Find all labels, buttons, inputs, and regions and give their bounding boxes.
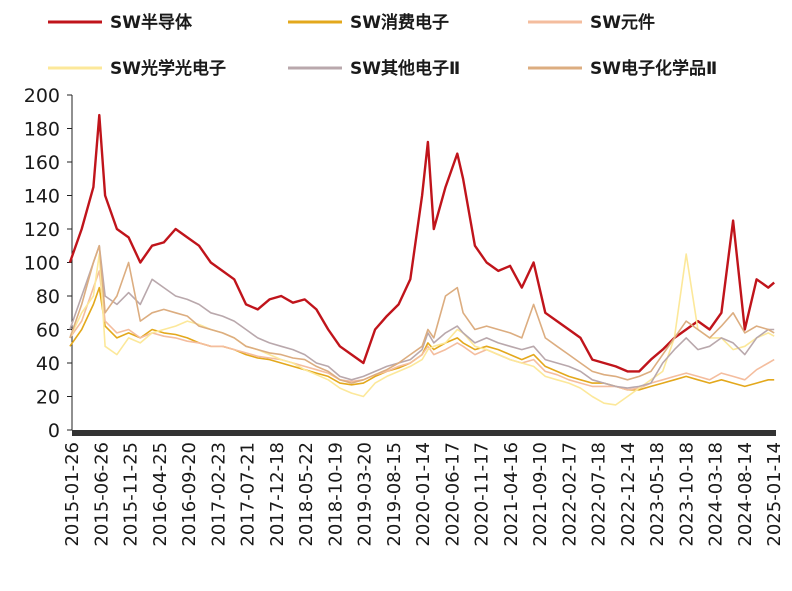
- x-tick-label: 2022-07-18: [589, 442, 610, 547]
- y-tick-label: 200: [24, 85, 60, 107]
- x-tick-label: 2015-06-26: [91, 442, 112, 547]
- x-tick-label: 2017-02-23: [208, 442, 229, 547]
- legend-label: SW光学光电子: [110, 58, 226, 79]
- y-tick-label: 140: [24, 186, 60, 208]
- x-tick-label: 2016-09-20: [179, 442, 200, 547]
- y-tick-label: 40: [36, 353, 60, 375]
- y-tick-label: 120: [24, 219, 60, 241]
- plot-area: [68, 113, 775, 406]
- y-tick-label: 160: [24, 152, 60, 174]
- legend-label: SW电子化学品Ⅱ: [590, 58, 717, 79]
- y-tick-label: 80: [36, 286, 60, 308]
- series-line: [69, 286, 775, 391]
- y-tick-label: 0: [48, 420, 60, 442]
- series-line: [69, 253, 775, 406]
- x-tick-label: 2025-01-14: [764, 442, 785, 547]
- x-tick-label: 2022-02-17: [559, 442, 580, 547]
- x-tick-label: 2022-12-14: [618, 442, 639, 547]
- legend-label: SW消费电子: [350, 12, 449, 33]
- x-tick-label: 2018-05-22: [296, 442, 317, 547]
- y-tick-label: 20: [36, 387, 60, 409]
- x-tick-label: 2021-09-10: [530, 442, 551, 547]
- x-axis: 2015-01-26 2015-06-26 2015-11-25 2016-04-25…: [62, 430, 785, 547]
- x-tick-label: 2020-01-14: [413, 442, 434, 547]
- series-line: [69, 270, 775, 391]
- x-tick-label: 2019-08-15: [384, 442, 405, 547]
- legend: SW半导体 SW消费电子 SW元件 SW光学光电子 SW其他电子Ⅱ SW电子化学品Ⅱ: [48, 12, 717, 79]
- legend-label: SW元件: [590, 12, 655, 33]
- x-tick-label: 2017-12-18: [267, 442, 288, 547]
- x-tick-label: 2020-11-17: [472, 442, 493, 547]
- series-line: [69, 244, 775, 389]
- x-tick-label: 2024-08-14: [735, 442, 756, 547]
- series-line: [68, 113, 775, 373]
- x-tick-label: 2019-03-20: [355, 442, 376, 547]
- y-tick-label: 100: [24, 253, 60, 275]
- y-axis: 0 20 40 60 80 100 120 140 160 180 200: [24, 85, 73, 442]
- x-tick-label: 2016-04-25: [150, 442, 171, 547]
- series-line: [69, 244, 775, 384]
- x-tick-label: 2023-05-18: [647, 442, 668, 547]
- x-tick-label: 2018-10-19: [325, 442, 346, 547]
- x-tick-label: 2023-10-18: [676, 442, 697, 547]
- x-tick-label: 2021-04-16: [501, 442, 522, 547]
- x-tick-label: 2015-11-25: [121, 442, 142, 547]
- x-tick-label: 2024-03-18: [706, 442, 727, 547]
- x-tick-label: 2020-06-17: [442, 442, 463, 547]
- y-tick-label: 180: [24, 119, 60, 141]
- y-tick-label: 60: [36, 320, 60, 342]
- legend-label: SW半导体: [110, 12, 193, 33]
- legend-label: SW其他电子Ⅱ: [350, 58, 460, 79]
- x-tick-label: 2015-01-26: [62, 442, 83, 547]
- x-axis-line: [72, 430, 776, 436]
- x-tick-label: 2017-07-21: [238, 442, 259, 547]
